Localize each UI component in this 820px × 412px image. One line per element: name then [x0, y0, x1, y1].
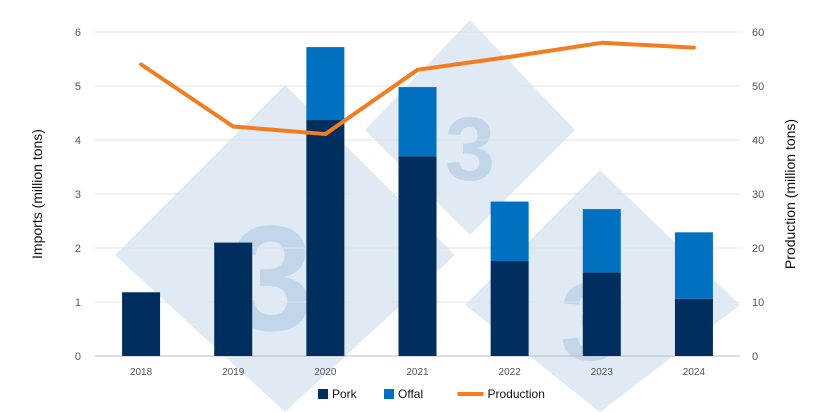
bar-pork-2022: [490, 260, 529, 356]
left-axis-title: Imports (million tons): [29, 129, 45, 259]
bar-offal-2021: [398, 87, 437, 157]
left-tick-label: 0: [75, 351, 81, 363]
bar-pork-2018: [122, 292, 161, 356]
right-axis-title: Production (million tons): [782, 119, 798, 269]
bar-pork-2023: [582, 272, 621, 356]
legend-label-production: Production: [488, 387, 545, 401]
category-label: 2020: [314, 367, 337, 378]
right-axis-ticks: 0 10 20 30 40 50 60: [752, 27, 764, 363]
category-label: 2018: [130, 367, 153, 378]
category-label: 2022: [499, 367, 522, 378]
bar-offal-2024: [674, 232, 713, 299]
category-axis-ticks: 2018 2019 2020 2021 2022 2023 2024: [130, 367, 706, 378]
legend-swatch-pork: [318, 389, 328, 399]
watermark-glyph-center: 3: [445, 100, 495, 200]
legend: Pork Offal Production: [318, 387, 545, 401]
bar-offal-2022: [490, 201, 529, 261]
left-tick-label: 4: [75, 135, 81, 147]
right-tick-label: 30: [752, 189, 764, 201]
left-tick-label: 2: [75, 243, 81, 255]
bar-pork-2020: [306, 120, 345, 357]
legend-swatch-offal: [384, 389, 394, 399]
bar-pork-2019: [214, 242, 253, 356]
left-tick-label: 5: [75, 81, 81, 93]
legend-label-offal: Offal: [398, 387, 423, 401]
bar-offal-2020: [306, 47, 345, 121]
legend-label-pork: Pork: [332, 387, 358, 401]
right-tick-label: 50: [752, 81, 764, 93]
left-tick-label: 6: [75, 27, 81, 39]
right-tick-label: 0: [752, 351, 758, 363]
production-line-group: [139, 40, 696, 137]
right-tick-label: 60: [752, 27, 764, 39]
bars: [122, 47, 713, 357]
right-tick-label: 10: [752, 297, 764, 309]
category-label: 2019: [222, 367, 245, 378]
left-tick-label: 1: [75, 297, 81, 309]
left-axis-ticks: 0 1 2 3 4 5 6: [75, 27, 81, 363]
left-tick-label: 3: [75, 189, 81, 201]
bar-pork-2024: [674, 298, 713, 356]
right-tick-label: 40: [752, 135, 764, 147]
category-label: 2021: [406, 367, 429, 378]
category-label: 2024: [683, 367, 706, 378]
category-label: 2023: [591, 367, 614, 378]
right-tick-label: 20: [752, 243, 764, 255]
bar-offal-2023: [582, 209, 621, 273]
bar-pork-2021: [398, 156, 437, 356]
